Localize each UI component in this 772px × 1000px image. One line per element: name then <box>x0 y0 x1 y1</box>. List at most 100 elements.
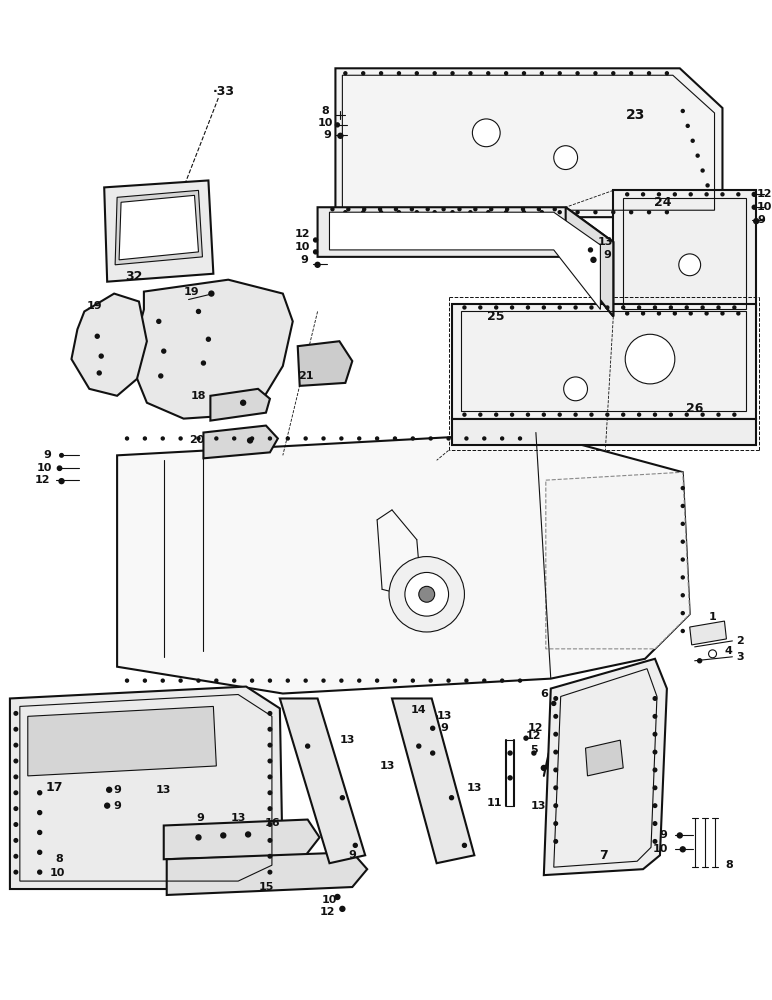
Text: 20: 20 <box>189 435 204 445</box>
Circle shape <box>126 437 128 440</box>
Circle shape <box>677 833 682 838</box>
Circle shape <box>558 306 561 309</box>
Polygon shape <box>167 852 367 895</box>
Circle shape <box>14 807 18 810</box>
Circle shape <box>38 870 42 874</box>
Circle shape <box>442 208 445 211</box>
Text: 10: 10 <box>322 895 337 905</box>
Circle shape <box>462 843 466 847</box>
Text: 9: 9 <box>441 723 449 733</box>
Circle shape <box>681 487 684 490</box>
Circle shape <box>14 775 18 779</box>
Circle shape <box>554 822 557 825</box>
Circle shape <box>431 751 435 755</box>
Circle shape <box>554 208 557 211</box>
Circle shape <box>335 894 340 899</box>
Circle shape <box>426 208 429 211</box>
Circle shape <box>357 437 361 440</box>
Circle shape <box>709 650 716 658</box>
Circle shape <box>612 211 615 214</box>
Polygon shape <box>104 180 213 282</box>
Circle shape <box>508 751 512 755</box>
Circle shape <box>753 219 759 224</box>
Circle shape <box>472 119 500 147</box>
Circle shape <box>522 208 524 211</box>
Text: 12: 12 <box>528 723 543 733</box>
Circle shape <box>144 679 147 682</box>
Text: 8: 8 <box>726 860 733 870</box>
Circle shape <box>752 192 757 196</box>
Circle shape <box>554 697 557 700</box>
Circle shape <box>268 775 272 779</box>
Polygon shape <box>392 698 474 863</box>
Circle shape <box>14 854 18 858</box>
Circle shape <box>506 208 509 211</box>
Circle shape <box>394 437 397 440</box>
Circle shape <box>38 791 42 795</box>
Circle shape <box>638 413 641 416</box>
Text: 10: 10 <box>318 118 334 128</box>
Text: 32: 32 <box>125 270 143 283</box>
Text: 3: 3 <box>736 652 744 662</box>
Circle shape <box>268 823 272 826</box>
Circle shape <box>415 72 418 75</box>
Circle shape <box>268 727 272 731</box>
Circle shape <box>541 765 547 770</box>
Circle shape <box>380 72 383 75</box>
Circle shape <box>653 822 657 825</box>
Text: 9: 9 <box>44 450 52 460</box>
Circle shape <box>221 833 225 838</box>
Text: 15: 15 <box>259 882 273 892</box>
Circle shape <box>653 732 657 736</box>
Circle shape <box>554 768 557 772</box>
Circle shape <box>532 751 536 755</box>
Circle shape <box>14 839 18 842</box>
Circle shape <box>59 454 63 457</box>
Circle shape <box>576 72 579 75</box>
Circle shape <box>717 306 720 309</box>
Circle shape <box>686 413 688 416</box>
Circle shape <box>653 413 656 416</box>
Text: 12: 12 <box>527 731 542 741</box>
Text: 13: 13 <box>598 237 613 247</box>
Circle shape <box>625 334 675 384</box>
Circle shape <box>306 744 310 748</box>
Text: 13: 13 <box>437 711 452 721</box>
Circle shape <box>340 437 343 440</box>
Text: 9: 9 <box>757 215 765 225</box>
Circle shape <box>315 262 320 267</box>
Circle shape <box>540 72 543 75</box>
Circle shape <box>268 807 272 810</box>
Circle shape <box>417 744 421 748</box>
Circle shape <box>447 437 450 440</box>
Circle shape <box>482 679 486 682</box>
Circle shape <box>97 371 101 375</box>
Circle shape <box>736 193 740 196</box>
Circle shape <box>717 413 720 416</box>
Text: 9: 9 <box>323 130 331 140</box>
Polygon shape <box>119 195 198 260</box>
Circle shape <box>14 791 18 795</box>
Circle shape <box>681 630 684 632</box>
Circle shape <box>653 840 657 843</box>
Polygon shape <box>566 207 613 316</box>
Circle shape <box>527 306 530 309</box>
Text: 7: 7 <box>599 849 608 862</box>
Circle shape <box>14 743 18 747</box>
Circle shape <box>574 306 577 309</box>
Circle shape <box>161 437 164 440</box>
Circle shape <box>357 679 361 682</box>
Circle shape <box>429 679 432 682</box>
Circle shape <box>495 413 498 416</box>
Circle shape <box>268 854 272 858</box>
Circle shape <box>510 413 513 416</box>
Circle shape <box>268 759 272 763</box>
Circle shape <box>606 306 609 309</box>
Circle shape <box>479 413 482 416</box>
Polygon shape <box>117 433 689 694</box>
Circle shape <box>394 679 397 682</box>
Circle shape <box>344 72 347 75</box>
Text: 13: 13 <box>467 783 482 793</box>
Circle shape <box>679 254 701 276</box>
Circle shape <box>340 679 343 682</box>
